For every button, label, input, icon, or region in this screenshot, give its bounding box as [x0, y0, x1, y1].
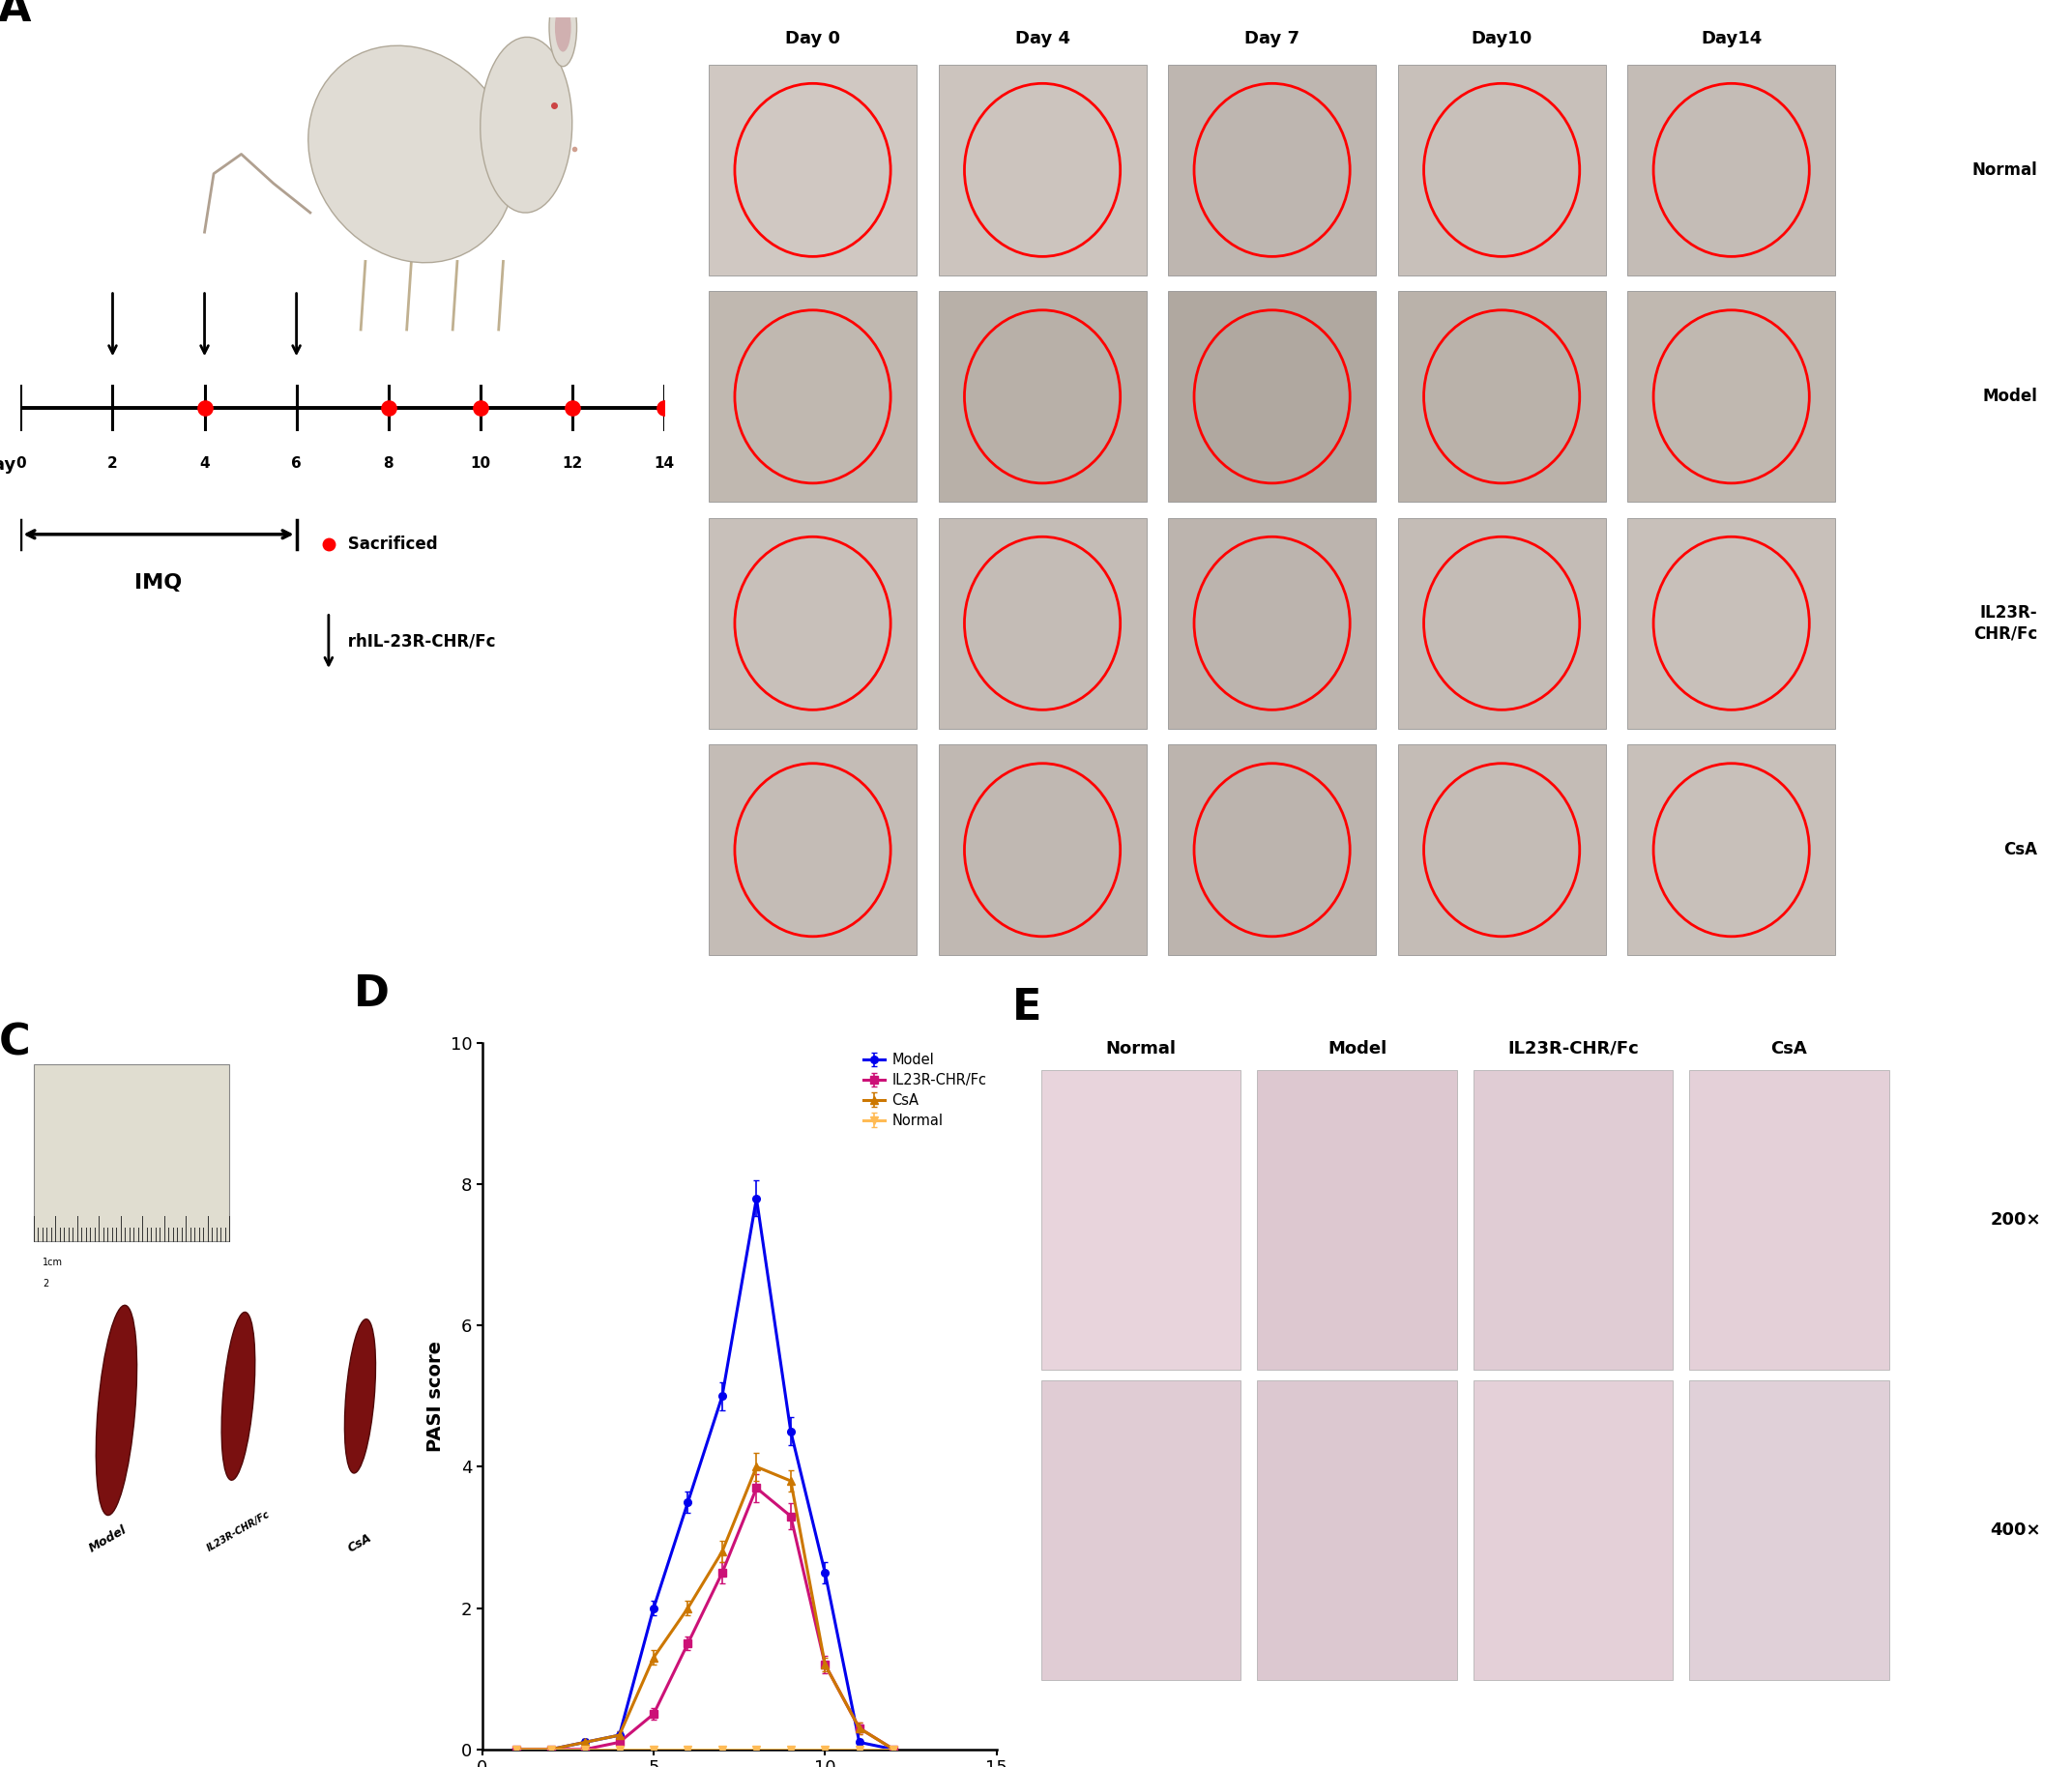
Text: 1cm: 1cm — [41, 1258, 62, 1267]
Text: 2: 2 — [41, 1279, 48, 1288]
Bar — [33, 1064, 230, 1240]
Text: C: C — [0, 1021, 31, 1064]
Text: IMQ: IMQ — [135, 573, 182, 592]
Text: Day10: Day10 — [1471, 30, 1533, 48]
Text: 12: 12 — [562, 456, 582, 470]
Ellipse shape — [222, 1313, 255, 1481]
FancyBboxPatch shape — [709, 744, 916, 956]
Ellipse shape — [344, 1320, 375, 1474]
Ellipse shape — [481, 37, 572, 212]
Text: CsA: CsA — [346, 1530, 375, 1555]
FancyBboxPatch shape — [1169, 518, 1376, 728]
FancyBboxPatch shape — [1627, 292, 1836, 502]
Text: A: A — [0, 0, 31, 30]
FancyBboxPatch shape — [939, 292, 1146, 502]
FancyBboxPatch shape — [939, 518, 1146, 728]
Text: Sacrificed: Sacrificed — [342, 535, 437, 553]
Text: 10: 10 — [470, 456, 491, 470]
Text: D: D — [354, 974, 390, 1014]
Text: Day 0: Day 0 — [785, 30, 841, 48]
Text: IL23R-CHR/Fc: IL23R-CHR/Fc — [205, 1509, 271, 1553]
Text: Normal: Normal — [1973, 161, 2037, 178]
Ellipse shape — [95, 1306, 137, 1516]
FancyBboxPatch shape — [709, 64, 916, 276]
Text: 8: 8 — [383, 456, 394, 470]
Text: Model: Model — [1983, 389, 2037, 405]
FancyBboxPatch shape — [1399, 292, 1606, 502]
Text: Model: Model — [87, 1523, 128, 1555]
Text: rhIL-23R-CHR/Fc: rhIL-23R-CHR/Fc — [342, 633, 495, 650]
Bar — [1473, 1380, 1672, 1680]
Text: CsA: CsA — [1772, 1039, 1807, 1057]
FancyBboxPatch shape — [1399, 744, 1606, 956]
FancyBboxPatch shape — [1169, 744, 1376, 956]
Text: 4: 4 — [199, 456, 209, 470]
Bar — [1042, 1380, 1241, 1680]
Text: 6: 6 — [292, 456, 303, 470]
Text: Day 4: Day 4 — [1015, 30, 1069, 48]
FancyBboxPatch shape — [709, 518, 916, 728]
FancyBboxPatch shape — [939, 744, 1146, 956]
Ellipse shape — [555, 4, 572, 51]
Text: 400×: 400× — [1989, 1521, 2041, 1539]
Text: 0: 0 — [17, 456, 25, 470]
FancyBboxPatch shape — [1399, 518, 1606, 728]
Text: Day 7: Day 7 — [1245, 30, 1299, 48]
Text: Normal: Normal — [1106, 1039, 1177, 1057]
FancyBboxPatch shape — [1627, 744, 1836, 956]
Text: 2: 2 — [108, 456, 118, 470]
Bar — [1258, 1069, 1457, 1369]
Bar — [1689, 1069, 1890, 1369]
Bar — [1258, 1380, 1457, 1680]
Y-axis label: PASI score: PASI score — [427, 1341, 445, 1452]
FancyBboxPatch shape — [1169, 64, 1376, 276]
Text: Day14: Day14 — [1701, 30, 1761, 48]
Text: IL23R-CHR/Fc: IL23R-CHR/Fc — [1508, 1039, 1639, 1057]
FancyBboxPatch shape — [709, 292, 916, 502]
Text: 200×: 200× — [1989, 1210, 2041, 1228]
Text: Model: Model — [1328, 1039, 1386, 1057]
FancyBboxPatch shape — [939, 64, 1146, 276]
Text: 14: 14 — [655, 456, 673, 470]
Ellipse shape — [549, 0, 576, 67]
FancyBboxPatch shape — [1169, 292, 1376, 502]
Bar — [1473, 1069, 1672, 1369]
Text: E: E — [1013, 988, 1042, 1028]
FancyBboxPatch shape — [1627, 518, 1836, 728]
Text: CsA: CsA — [2004, 841, 2037, 859]
Text: Day: Day — [0, 456, 17, 474]
Text: IL23R-
CHR/Fc: IL23R- CHR/Fc — [1973, 604, 2037, 641]
FancyBboxPatch shape — [1399, 64, 1606, 276]
Bar — [1689, 1380, 1890, 1680]
Legend: Model, IL23R-CHR/Fc, CsA, Normal: Model, IL23R-CHR/Fc, CsA, Normal — [860, 1050, 990, 1131]
FancyBboxPatch shape — [1627, 64, 1836, 276]
Bar — [1042, 1069, 1241, 1369]
Ellipse shape — [309, 46, 514, 263]
